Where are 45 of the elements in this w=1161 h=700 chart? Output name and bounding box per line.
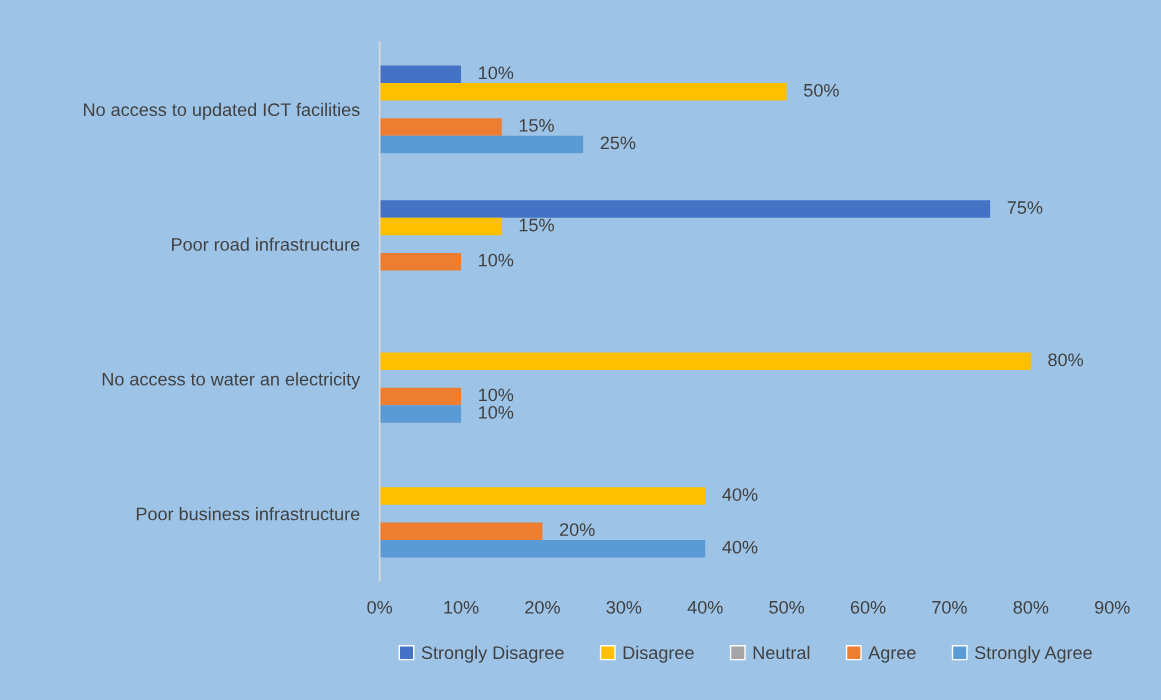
bar: [379, 405, 462, 423]
bar: [379, 200, 991, 218]
data-label: 50%: [804, 83, 839, 97]
x-tick-label: 0%: [367, 600, 393, 614]
legend-label: Strongly Agree: [975, 645, 1092, 663]
x-tick-label: 70%: [932, 600, 967, 614]
data-label: 10%: [479, 388, 514, 402]
data-label: 75%: [1007, 201, 1043, 214]
data-label: 40%: [722, 540, 758, 554]
bar: [379, 539, 706, 558]
data-label: 10%: [479, 405, 514, 419]
x-tick-label: 10%: [444, 600, 479, 614]
y-tick-label: No access to water an electricity: [102, 372, 361, 390]
data-label: 15%: [519, 119, 554, 132]
bar: [379, 352, 1031, 371]
x-tick-label: 80%: [1013, 600, 1049, 614]
x-tick-label: 90%: [1095, 600, 1130, 614]
legend-label: Neutral: [753, 645, 810, 660]
data-label: 20%: [560, 523, 595, 536]
data-label: 10%: [479, 253, 514, 267]
x-tick-label: 40%: [687, 600, 723, 614]
bar: [379, 83, 787, 101]
bar: [379, 252, 462, 271]
bar: [379, 118, 502, 136]
x-tick-label: 30%: [606, 600, 642, 614]
bar: [379, 387, 462, 406]
x-tick-label: 60%: [850, 600, 886, 614]
data-label: 40%: [722, 488, 758, 501]
legend-label: Agree: [868, 646, 916, 663]
data-label: 80%: [1048, 353, 1083, 367]
bar: [379, 522, 543, 540]
legend-label: Strongly Disagree: [421, 645, 564, 663]
y-tick-label: Poor business infrastructure: [136, 507, 360, 521]
x-tick-label: 20%: [525, 600, 560, 614]
bar: [379, 487, 706, 505]
data-label: 10%: [479, 66, 514, 80]
y-tick-label: Poor road infrastructure: [172, 237, 360, 251]
data-label: 15%: [519, 218, 554, 232]
legend-label: Disagree: [623, 645, 694, 663]
bar: [379, 135, 584, 154]
bar: [379, 65, 462, 84]
y-tick-label: No access to updated ICT facilities: [84, 102, 360, 120]
x-tick-label: 50%: [769, 600, 805, 614]
bar: [379, 217, 502, 236]
data-label: 25%: [600, 136, 636, 150]
